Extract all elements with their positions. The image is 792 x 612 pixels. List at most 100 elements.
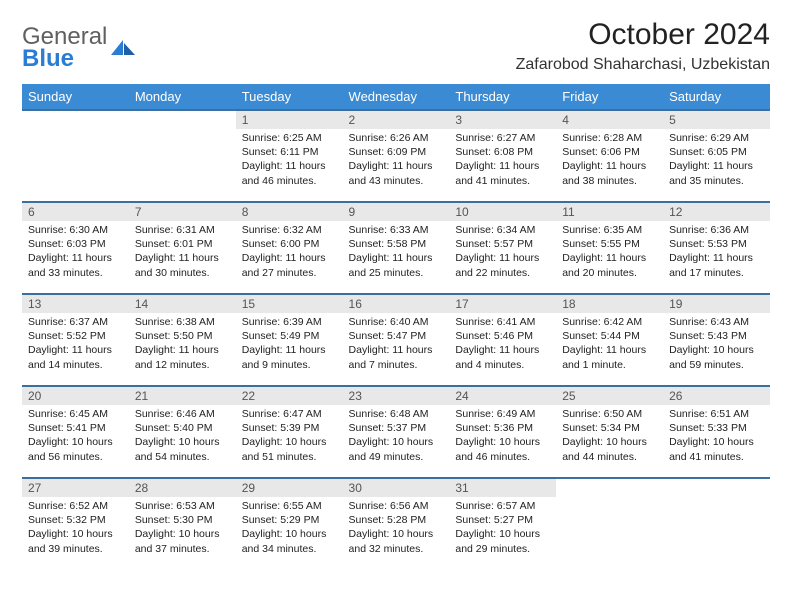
- calendar-week-row: 13Sunrise: 6:37 AMSunset: 5:52 PMDayligh…: [22, 294, 770, 386]
- calendar-empty-cell: [663, 478, 770, 570]
- day-data: Sunrise: 6:29 AMSunset: 6:05 PMDaylight:…: [663, 129, 770, 192]
- calendar-day-cell: 29Sunrise: 6:55 AMSunset: 5:29 PMDayligh…: [236, 478, 343, 570]
- calendar-day-cell: 6Sunrise: 6:30 AMSunset: 6:03 PMDaylight…: [22, 202, 129, 294]
- calendar-day-cell: 14Sunrise: 6:38 AMSunset: 5:50 PMDayligh…: [129, 294, 236, 386]
- day-number: 9: [343, 203, 450, 221]
- day-number: 7: [129, 203, 236, 221]
- calendar-day-cell: 27Sunrise: 6:52 AMSunset: 5:32 PMDayligh…: [22, 478, 129, 570]
- day-number: 14: [129, 295, 236, 313]
- day-data: Sunrise: 6:27 AMSunset: 6:08 PMDaylight:…: [449, 129, 556, 192]
- day-number: 25: [556, 387, 663, 405]
- weekday-header: Monday: [129, 84, 236, 110]
- weekday-header: Wednesday: [343, 84, 450, 110]
- day-number: 22: [236, 387, 343, 405]
- day-number: 8: [236, 203, 343, 221]
- day-data: Sunrise: 6:53 AMSunset: 5:30 PMDaylight:…: [129, 497, 236, 560]
- weekday-header: Saturday: [663, 84, 770, 110]
- calendar-empty-cell: [129, 110, 236, 202]
- calendar-day-cell: 25Sunrise: 6:50 AMSunset: 5:34 PMDayligh…: [556, 386, 663, 478]
- logo-word2: Blue: [22, 48, 107, 70]
- day-data: Sunrise: 6:37 AMSunset: 5:52 PMDaylight:…: [22, 313, 129, 376]
- day-number: 24: [449, 387, 556, 405]
- weekday-header-row: SundayMondayTuesdayWednesdayThursdayFrid…: [22, 84, 770, 110]
- day-data: Sunrise: 6:36 AMSunset: 5:53 PMDaylight:…: [663, 221, 770, 284]
- day-number: 4: [556, 111, 663, 129]
- logo: General Blue: [22, 26, 137, 69]
- calendar-body: 1Sunrise: 6:25 AMSunset: 6:11 PMDaylight…: [22, 110, 770, 570]
- calendar-day-cell: 15Sunrise: 6:39 AMSunset: 5:49 PMDayligh…: [236, 294, 343, 386]
- calendar-day-cell: 31Sunrise: 6:57 AMSunset: 5:27 PMDayligh…: [449, 478, 556, 570]
- calendar-empty-cell: [556, 478, 663, 570]
- day-data: Sunrise: 6:38 AMSunset: 5:50 PMDaylight:…: [129, 313, 236, 376]
- day-number: 11: [556, 203, 663, 221]
- day-data: Sunrise: 6:49 AMSunset: 5:36 PMDaylight:…: [449, 405, 556, 468]
- day-number: 18: [556, 295, 663, 313]
- calendar-day-cell: 30Sunrise: 6:56 AMSunset: 5:28 PMDayligh…: [343, 478, 450, 570]
- calendar-day-cell: 19Sunrise: 6:43 AMSunset: 5:43 PMDayligh…: [663, 294, 770, 386]
- calendar-day-cell: 3Sunrise: 6:27 AMSunset: 6:08 PMDaylight…: [449, 110, 556, 202]
- day-number: 6: [22, 203, 129, 221]
- calendar-day-cell: 28Sunrise: 6:53 AMSunset: 5:30 PMDayligh…: [129, 478, 236, 570]
- calendar-day-cell: 7Sunrise: 6:31 AMSunset: 6:01 PMDaylight…: [129, 202, 236, 294]
- calendar-day-cell: 4Sunrise: 6:28 AMSunset: 6:06 PMDaylight…: [556, 110, 663, 202]
- weekday-header: Sunday: [22, 84, 129, 110]
- day-data: Sunrise: 6:46 AMSunset: 5:40 PMDaylight:…: [129, 405, 236, 468]
- calendar-day-cell: 9Sunrise: 6:33 AMSunset: 5:58 PMDaylight…: [343, 202, 450, 294]
- month-title: October 2024: [516, 18, 770, 52]
- calendar-day-cell: 1Sunrise: 6:25 AMSunset: 6:11 PMDaylight…: [236, 110, 343, 202]
- calendar-day-cell: 23Sunrise: 6:48 AMSunset: 5:37 PMDayligh…: [343, 386, 450, 478]
- calendar-day-cell: 11Sunrise: 6:35 AMSunset: 5:55 PMDayligh…: [556, 202, 663, 294]
- calendar-week-row: 27Sunrise: 6:52 AMSunset: 5:32 PMDayligh…: [22, 478, 770, 570]
- header: General Blue October 2024 Zafarobod Shah…: [22, 18, 770, 74]
- day-data: Sunrise: 6:33 AMSunset: 5:58 PMDaylight:…: [343, 221, 450, 284]
- day-number: 2: [343, 111, 450, 129]
- day-data: Sunrise: 6:41 AMSunset: 5:46 PMDaylight:…: [449, 313, 556, 376]
- day-data: Sunrise: 6:31 AMSunset: 6:01 PMDaylight:…: [129, 221, 236, 284]
- calendar-day-cell: 24Sunrise: 6:49 AMSunset: 5:36 PMDayligh…: [449, 386, 556, 478]
- day-data: Sunrise: 6:57 AMSunset: 5:27 PMDaylight:…: [449, 497, 556, 560]
- calendar-day-cell: 16Sunrise: 6:40 AMSunset: 5:47 PMDayligh…: [343, 294, 450, 386]
- day-number: 3: [449, 111, 556, 129]
- day-data: Sunrise: 6:35 AMSunset: 5:55 PMDaylight:…: [556, 221, 663, 284]
- day-data: Sunrise: 6:55 AMSunset: 5:29 PMDaylight:…: [236, 497, 343, 560]
- day-data: Sunrise: 6:28 AMSunset: 6:06 PMDaylight:…: [556, 129, 663, 192]
- day-number: 28: [129, 479, 236, 497]
- logo-sail-icon: [109, 39, 137, 57]
- day-number: 26: [663, 387, 770, 405]
- day-number: 23: [343, 387, 450, 405]
- day-number: 1: [236, 111, 343, 129]
- day-data: Sunrise: 6:43 AMSunset: 5:43 PMDaylight:…: [663, 313, 770, 376]
- day-number: 5: [663, 111, 770, 129]
- calendar-day-cell: 18Sunrise: 6:42 AMSunset: 5:44 PMDayligh…: [556, 294, 663, 386]
- calendar-day-cell: 13Sunrise: 6:37 AMSunset: 5:52 PMDayligh…: [22, 294, 129, 386]
- calendar-week-row: 1Sunrise: 6:25 AMSunset: 6:11 PMDaylight…: [22, 110, 770, 202]
- day-data: Sunrise: 6:45 AMSunset: 5:41 PMDaylight:…: [22, 405, 129, 468]
- day-data: Sunrise: 6:32 AMSunset: 6:00 PMDaylight:…: [236, 221, 343, 284]
- calendar-day-cell: 20Sunrise: 6:45 AMSunset: 5:41 PMDayligh…: [22, 386, 129, 478]
- day-number: 20: [22, 387, 129, 405]
- weekday-header: Thursday: [449, 84, 556, 110]
- day-data: Sunrise: 6:56 AMSunset: 5:28 PMDaylight:…: [343, 497, 450, 560]
- calendar-day-cell: 2Sunrise: 6:26 AMSunset: 6:09 PMDaylight…: [343, 110, 450, 202]
- day-number: 30: [343, 479, 450, 497]
- calendar-day-cell: 21Sunrise: 6:46 AMSunset: 5:40 PMDayligh…: [129, 386, 236, 478]
- day-number: 17: [449, 295, 556, 313]
- weekday-header: Tuesday: [236, 84, 343, 110]
- weekday-header: Friday: [556, 84, 663, 110]
- day-number: 13: [22, 295, 129, 313]
- day-data: Sunrise: 6:34 AMSunset: 5:57 PMDaylight:…: [449, 221, 556, 284]
- day-number: 10: [449, 203, 556, 221]
- day-data: Sunrise: 6:51 AMSunset: 5:33 PMDaylight:…: [663, 405, 770, 468]
- calendar-empty-cell: [22, 110, 129, 202]
- day-data: Sunrise: 6:25 AMSunset: 6:11 PMDaylight:…: [236, 129, 343, 192]
- calendar-day-cell: 17Sunrise: 6:41 AMSunset: 5:46 PMDayligh…: [449, 294, 556, 386]
- day-number: 29: [236, 479, 343, 497]
- day-data: Sunrise: 6:30 AMSunset: 6:03 PMDaylight:…: [22, 221, 129, 284]
- day-number: 21: [129, 387, 236, 405]
- day-data: Sunrise: 6:47 AMSunset: 5:39 PMDaylight:…: [236, 405, 343, 468]
- calendar-day-cell: 8Sunrise: 6:32 AMSunset: 6:00 PMDaylight…: [236, 202, 343, 294]
- day-number: 27: [22, 479, 129, 497]
- calendar-day-cell: 10Sunrise: 6:34 AMSunset: 5:57 PMDayligh…: [449, 202, 556, 294]
- day-data: Sunrise: 6:42 AMSunset: 5:44 PMDaylight:…: [556, 313, 663, 376]
- day-data: Sunrise: 6:52 AMSunset: 5:32 PMDaylight:…: [22, 497, 129, 560]
